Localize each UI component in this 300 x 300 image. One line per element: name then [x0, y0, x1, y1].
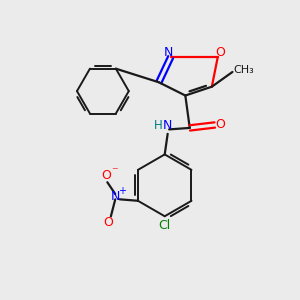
Text: ⁻: ⁻ [111, 165, 117, 178]
Text: N: N [163, 119, 172, 132]
Text: O: O [216, 46, 226, 59]
Text: Cl: Cl [159, 219, 171, 232]
Text: O: O [101, 169, 111, 182]
Text: N: N [111, 190, 120, 203]
Text: CH₃: CH₃ [233, 65, 254, 76]
Text: N: N [164, 46, 173, 59]
Text: O: O [216, 118, 226, 131]
Text: O: O [103, 216, 113, 230]
Text: +: + [118, 186, 126, 196]
Text: H: H [154, 119, 162, 132]
